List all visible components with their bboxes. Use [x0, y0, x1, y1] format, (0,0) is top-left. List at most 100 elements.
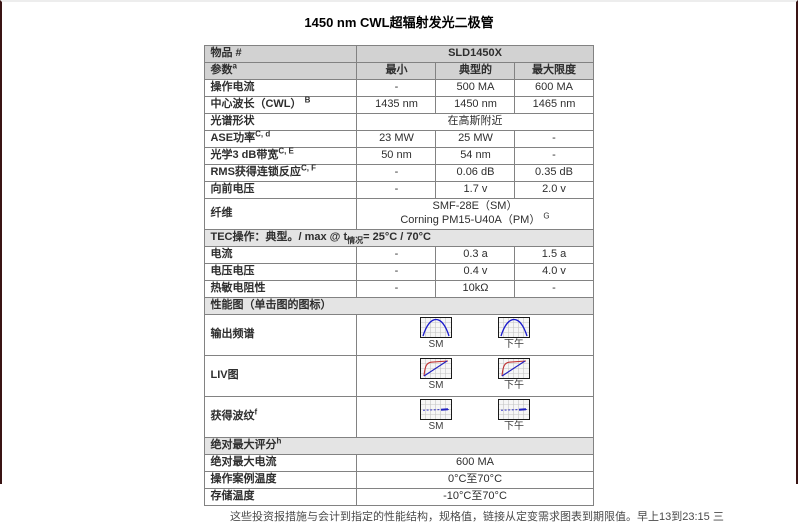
max-cell: 0.35 dB — [514, 164, 594, 182]
merged-value-cell: 600 MA — [356, 453, 594, 472]
chart-label-pm: 下午 — [504, 421, 524, 433]
chart-pair: SM 下午 — [362, 399, 587, 434]
table-row-tec-voltage: 电压电压 - 0.4 v 4.0 v — [204, 262, 594, 281]
row-label-cell: 纤维 — [204, 198, 358, 230]
typ-cell: 54 nm — [435, 147, 516, 165]
liv-sm-chart-icon[interactable]: SM — [420, 358, 452, 393]
footnote-text: 这些投资报措施与会计到指定的性能结构，规格值，链接从定变需求图表到期限值。早上1… — [230, 510, 724, 523]
spectrum-charts-cell: SM 下午 — [356, 313, 594, 356]
table-row-operating-current: 操作电流 - 500 MA 600 MA — [204, 79, 594, 97]
typ-cell: 500 MA — [435, 79, 516, 97]
flat-ripple-icon — [498, 399, 530, 421]
row-label-cell: 电流 — [204, 245, 358, 264]
table-row-rms-gain-ripple: RMS获得连锁反应C, F - 0.06 dB 0.35 dB — [204, 163, 594, 182]
row-label-sup: C, F — [300, 163, 317, 173]
table-row-thermistor: 热敏电阻性 - 10kΩ - — [204, 279, 594, 298]
param-header-label-cell: 参数a — [204, 61, 358, 80]
table-row-liv: LIV图 SM — [204, 354, 594, 397]
table-row-abs-max-current: 绝对最大电流 600 MA — [204, 453, 594, 472]
row-label-cell: 操作案例温度 — [204, 470, 358, 489]
bell-curve-icon — [420, 317, 452, 339]
typ-cell: 1450 nm — [435, 96, 516, 114]
max-cell: - — [514, 130, 594, 148]
bell-curve-icon — [498, 317, 530, 339]
row-label-cell: RMS获得连锁反应C, F — [204, 163, 358, 182]
table-row-spectral-shape: 光谱形状 在高斯附近 — [204, 113, 594, 131]
row-label-sup: f — [254, 406, 258, 416]
max-cell: 2.0 v — [514, 181, 594, 199]
row-label-cell: ASE功率C, d — [204, 129, 358, 148]
typ-cell: 10kΩ — [435, 279, 516, 298]
row-label-cell: 获得波纹f — [204, 395, 358, 438]
table-row-storage-temp: 存储温度 -10°C至70°C — [204, 487, 594, 506]
fiber-sup: G — [543, 211, 550, 221]
merged-value-cell: -10°C至70°C — [356, 487, 594, 506]
param-header-sup: a — [232, 61, 237, 71]
table-row-param-header: 参数a 最小 典型的 最大限度 — [204, 61, 594, 80]
liv-pm-chart-icon[interactable]: 下午 — [498, 358, 530, 393]
table-row-output-spectrum: 输出频谱 SM — [204, 313, 594, 356]
tec-section-sub: 情况 — [347, 235, 364, 245]
table-row-tec-section: TEC操作：典型。/ max @ t情况= 25°C / 70°C — [204, 228, 594, 247]
merged-value-cell: 0°C至70°C — [356, 470, 594, 489]
max-cell: 4.0 v — [514, 262, 594, 281]
merged-value-cell: 在高斯附近 — [356, 113, 594, 131]
chart-pair: SM 下午 — [362, 358, 587, 393]
row-label: ASE功率 — [210, 132, 256, 145]
performance-section-cell: 性能图（单击图的图标） — [204, 296, 594, 315]
chart-label-sm: SM — [428, 421, 444, 433]
tec-section-cell: TEC操作：典型。/ max @ t情况= 25°C / 70°C — [204, 228, 594, 247]
max-cell: 1465 nm — [514, 96, 594, 114]
chart-label-sm: SM — [428, 339, 444, 351]
min-cell: - — [356, 79, 437, 97]
col-header-typ: 典型的 — [435, 62, 516, 80]
liv-curves-icon — [420, 358, 452, 380]
row-label-cell: 电压电压 — [204, 262, 358, 281]
max-cell: - — [514, 279, 594, 298]
row-label-cell: 光谱形状 — [204, 113, 358, 131]
table-row-operating-temp: 操作案例温度 0°C至70°C — [204, 470, 594, 489]
table-row-abs-max-section: 绝对最大评分h — [204, 436, 594, 455]
table-row-gain-ripple: 获得波纹f SM — [204, 395, 594, 438]
table-row-ase-power: ASE功率C, d 23 MW 25 MW - — [204, 129, 594, 148]
ripple-sm-chart-icon[interactable]: SM — [420, 399, 452, 434]
row-label-sup: C, d — [255, 129, 271, 139]
typ-cell: 1.7 v — [435, 181, 516, 199]
spectrum-pm-chart-icon[interactable]: 下午 — [498, 317, 530, 352]
min-cell: - — [356, 164, 437, 182]
table-row-3db-bandwidth: 光学3 dB带宽C, E 50 nm 54 nm - — [204, 146, 594, 165]
table-row-fiber: 纤维 SMF-28E（SM） Corning PM15-U40A（PM） G — [204, 198, 594, 230]
fiber-line-1: SMF-28E（SM） — [432, 200, 518, 212]
liv-curves-icon — [498, 358, 530, 380]
min-cell: 1435 nm — [356, 96, 437, 114]
fiber-line-2-text: Corning PM15-U40A（PM） — [400, 213, 541, 226]
table-row-forward-voltage: 向前电压 - 1.7 v 2.0 v — [204, 181, 594, 199]
min-cell: - — [356, 279, 437, 298]
abs-max-section-label: 绝对最大评分 — [210, 438, 277, 451]
row-label: 光学3 dB带宽 — [210, 149, 279, 162]
row-label: 中心波长（CWL） — [210, 98, 302, 111]
chart-label-sm: SM — [428, 380, 444, 392]
spectrum-sm-chart-icon[interactable]: SM — [420, 317, 452, 352]
table-row-center-wavelength: 中心波长（CWL） B 1435 nm 1450 nm 1465 nm — [204, 96, 594, 114]
row-label-cell: 存储温度 — [204, 487, 358, 506]
row-label: RMS获得连锁反应 — [210, 166, 301, 179]
chart-pair: SM 下午 — [362, 317, 587, 352]
abs-max-section-cell: 绝对最大评分h — [204, 436, 594, 455]
spec-table: 物品 # SLD1450X 参数a 最小 典型的 最大限度 操作电流 - 500… — [204, 45, 594, 506]
max-cell: 600 MA — [514, 79, 594, 97]
typ-cell: 25 MW — [435, 130, 516, 148]
tec-section-post: = 25°C / 70°C — [363, 230, 431, 243]
product-label-cell: 物品 # — [204, 45, 358, 63]
row-label-cell: 中心波长（CWL） B — [204, 96, 358, 114]
ripple-charts-cell: SM 下午 — [356, 395, 594, 438]
row-label-sup: C, E — [278, 146, 294, 156]
typ-cell: 0.4 v — [435, 262, 516, 281]
table-row-tec-current: 电流 - 0.3 a 1.5 a — [204, 245, 594, 264]
ripple-pm-chart-icon[interactable]: 下午 — [498, 399, 530, 434]
min-cell: - — [356, 181, 437, 199]
table-row-product: 物品 # SLD1450X — [204, 45, 594, 63]
flat-ripple-icon — [420, 399, 452, 421]
row-label-cell: LIV图 — [204, 354, 358, 397]
